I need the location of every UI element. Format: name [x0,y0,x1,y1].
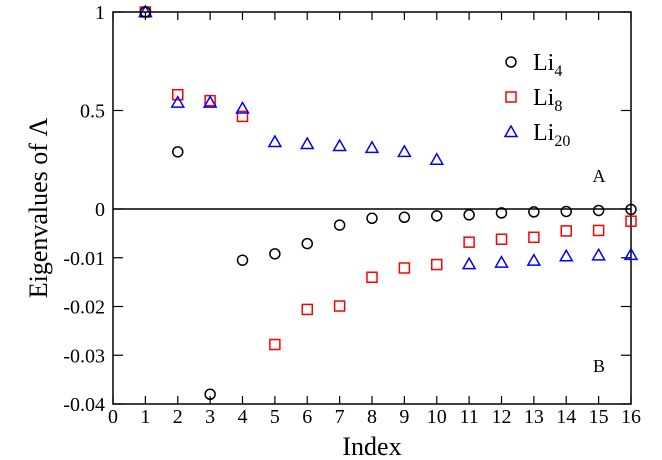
legend-label: Li20 [533,120,570,150]
data-point-li8 [301,303,313,316]
y-tick-label: -0.04 [63,394,105,416]
x-tick-label: 7 [335,406,345,428]
data-point-li8 [625,215,637,227]
legend-marker-li8 [505,91,517,103]
data-point-li20 [299,136,315,150]
data-point-li8 [431,258,443,271]
data-point-li8 [236,110,249,123]
x-tick-label: 3 [205,406,215,428]
legend-label: Li4 [533,50,562,80]
x-tick-label: 14 [556,406,576,428]
data-point-li4 [625,203,637,216]
x-tick-label: 4 [238,406,248,428]
data-point-li20 [526,253,542,266]
data-point-li20 [397,144,412,158]
data-point-li4 [398,211,411,224]
data-point-li20 [267,134,283,148]
data-point-li4 [139,6,152,18]
panel-label-a: A [593,166,606,186]
data-point-li4 [463,209,475,221]
y-axis-title: Eigenvalues of Λ [24,118,53,299]
data-point-li4 [560,205,572,218]
legend: Li4 Li8 Li20 [503,50,570,150]
y-tick-label: -0.02 [63,297,105,319]
data-point-li20 [558,248,574,262]
data-point-li8 [366,271,378,283]
data-point-li8 [333,300,346,312]
data-point-li4 [528,206,540,218]
data-point-li4 [269,248,281,260]
data-point-li4 [236,254,249,266]
data-point-li8 [398,262,411,274]
data-point-li8 [269,338,281,351]
data-point-li20 [364,140,380,154]
x-tick-label: 5 [270,406,280,428]
x-tick-label: 11 [459,406,478,428]
y-tick-label: -0.03 [63,345,105,367]
x-tick-label: 2 [173,406,183,428]
x-tick-label: 6 [302,406,312,428]
legend-marker-li20 [503,124,519,138]
data-point-li4 [592,204,605,217]
data-point-li20 [461,256,477,270]
data-point-li20 [591,247,606,261]
data-point-li4 [301,237,313,250]
x-axis-title: Index [342,432,401,460]
data-point-li8 [592,224,605,237]
data-point-li20 [429,152,445,165]
data-point-li20 [170,95,186,108]
data-point-li8 [495,233,508,245]
legend-label: Li8 [533,85,562,115]
data-point-li8 [463,236,475,248]
x-tick-label: 10 [427,406,447,428]
x-tick-label: 1 [140,406,150,428]
x-tick-label: 13 [524,406,544,428]
data-point-li20 [235,101,250,114]
y-tick-label: 1 [95,2,105,24]
data-point-li4 [333,219,346,231]
data-point-li4 [495,207,508,219]
data-point-li20 [332,138,347,152]
y-tick-label: 0.5 [80,101,105,123]
data-point-li4 [366,212,378,225]
panel-label-b: B [593,356,605,376]
data-markers [138,4,639,400]
x-tick-label: 12 [492,406,512,428]
data-point-li8 [560,225,572,237]
x-tick-label: 16 [621,406,641,428]
data-point-li4 [172,146,184,158]
legend-marker-li4 [505,56,517,68]
x-tick-label: 0 [108,406,118,428]
x-tick-label: 15 [589,406,609,428]
y-tick-label: -0.01 [63,248,105,270]
data-point-li4 [204,388,216,400]
y-tick-label: 0 [95,199,105,221]
data-point-li20 [623,247,639,261]
data-point-li4 [431,210,443,222]
x-tick-label: 8 [367,406,377,428]
data-point-li8 [172,88,184,101]
data-point-li8 [528,231,540,244]
data-point-li20 [494,255,509,268]
data-point-li20 [202,95,218,108]
x-tick-label: 9 [399,406,409,428]
tick-labels: 0 1 2 3 4 5 6 7 8 9 10 11 12 13 14 15 1600.51-0.04-0.03-… [63,2,641,428]
